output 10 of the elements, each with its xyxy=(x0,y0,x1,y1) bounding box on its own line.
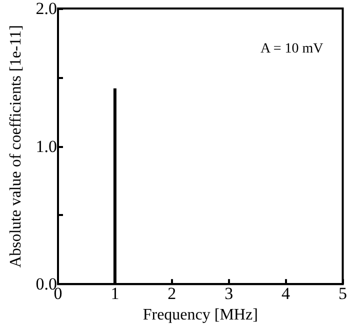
x-tick-label: 1 xyxy=(110,284,120,304)
x-tick-label: 3 xyxy=(224,284,234,304)
x-tick-label: 2 xyxy=(168,284,176,304)
x-tick-label: 4 xyxy=(282,284,291,304)
y-axis-title: Absolute value of coefficients [1e-11] xyxy=(8,25,24,268)
y-tick-label: 2.0 xyxy=(36,0,57,18)
y-tick-label: 1.0 xyxy=(36,136,57,156)
annotation: A = 10 mV xyxy=(260,42,324,56)
x-axis-title: Frequency [MHz] xyxy=(142,306,258,324)
x-tick-label: 5 xyxy=(338,284,347,304)
